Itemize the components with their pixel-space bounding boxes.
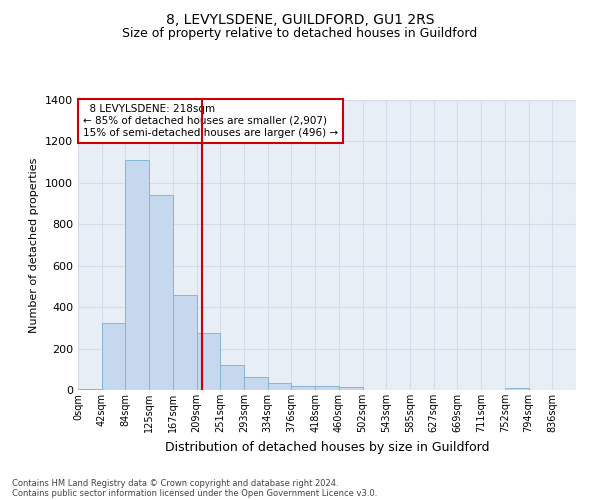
X-axis label: Distribution of detached houses by size in Guildford: Distribution of detached houses by size … <box>165 440 489 454</box>
Bar <box>197 333 220 390</box>
Bar <box>149 196 173 390</box>
Bar <box>315 386 339 390</box>
Bar <box>292 386 315 390</box>
Bar <box>220 365 244 390</box>
Bar <box>244 376 268 390</box>
Text: Size of property relative to detached houses in Guildford: Size of property relative to detached ho… <box>122 28 478 40</box>
Text: Contains public sector information licensed under the Open Government Licence v3: Contains public sector information licen… <box>12 488 377 498</box>
Bar <box>78 389 102 390</box>
Bar <box>102 322 125 390</box>
Text: 8 LEVYLSDENE: 218sqm
← 85% of detached houses are smaller (2,907)
15% of semi-de: 8 LEVYLSDENE: 218sqm ← 85% of detached h… <box>83 104 338 138</box>
Bar <box>505 388 529 390</box>
Bar <box>125 160 149 390</box>
Bar <box>268 383 292 390</box>
Bar <box>173 294 197 390</box>
Bar <box>339 387 362 390</box>
Text: 8, LEVYLSDENE, GUILDFORD, GU1 2RS: 8, LEVYLSDENE, GUILDFORD, GU1 2RS <box>166 12 434 26</box>
Text: Contains HM Land Registry data © Crown copyright and database right 2024.: Contains HM Land Registry data © Crown c… <box>12 478 338 488</box>
Y-axis label: Number of detached properties: Number of detached properties <box>29 158 40 332</box>
